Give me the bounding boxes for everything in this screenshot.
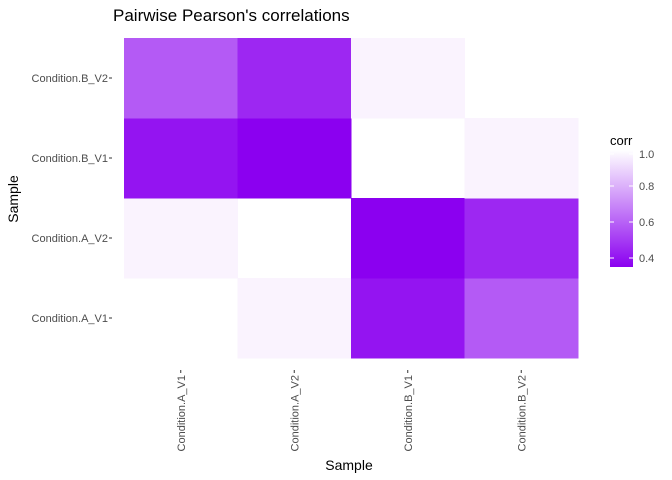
heatmap-cell: [237, 38, 352, 119]
heatmap-cell: [237, 118, 352, 199]
legend-tick-label: 0.8: [639, 181, 654, 193]
color-legend: corr 1.0 0.8 0.6 0.4: [610, 133, 654, 267]
heatmap-cell: [124, 198, 238, 279]
x-axis-title: Sample: [325, 457, 373, 473]
legend-tick-label: 0.4: [639, 253, 654, 265]
y-axis: Condition.A_V1 Condition.A_V2 Condition.B_…: [32, 73, 112, 325]
y-tick-label: Condition.B_V2: [32, 73, 108, 85]
heatmap-cell: [124, 38, 238, 119]
y-tick-label: Condition.A_V2: [32, 233, 108, 245]
heatmap-cells: [124, 38, 579, 359]
x-tick-label: Condition.B_V2: [516, 375, 528, 451]
heatmap-cell: [351, 38, 465, 119]
y-tick-label: Condition.B_V1: [32, 153, 108, 165]
chart-title: Pairwise Pearson's correlations: [113, 6, 350, 25]
heatmap-cell: [237, 278, 352, 359]
x-tick-label: Condition.A_V1: [176, 375, 188, 451]
x-tick-label: Condition.B_V1: [403, 375, 415, 451]
heatmap-cell: [464, 198, 579, 279]
legend-colorbar: [610, 150, 633, 267]
legend-ticks: 1.0 0.8 0.6 0.4: [610, 149, 654, 265]
heatmap-cell: [351, 198, 465, 279]
y-axis-title: Sample: [5, 175, 21, 223]
x-axis: Condition.A_V1 Condition.A_V2 Condition.B_…: [176, 370, 528, 451]
legend-tick-label: 1.0: [639, 149, 654, 161]
heatmap-cell: [124, 118, 238, 199]
legend-tick-label: 0.6: [639, 217, 654, 229]
heatmap-cell: [351, 278, 465, 359]
legend-title: corr: [610, 133, 633, 148]
x-tick-label: Condition.A_V2: [289, 375, 301, 451]
y-tick-label: Condition.A_V1: [32, 313, 108, 325]
heatmap-cell: [464, 118, 579, 199]
heatmap-cell: [464, 278, 579, 359]
